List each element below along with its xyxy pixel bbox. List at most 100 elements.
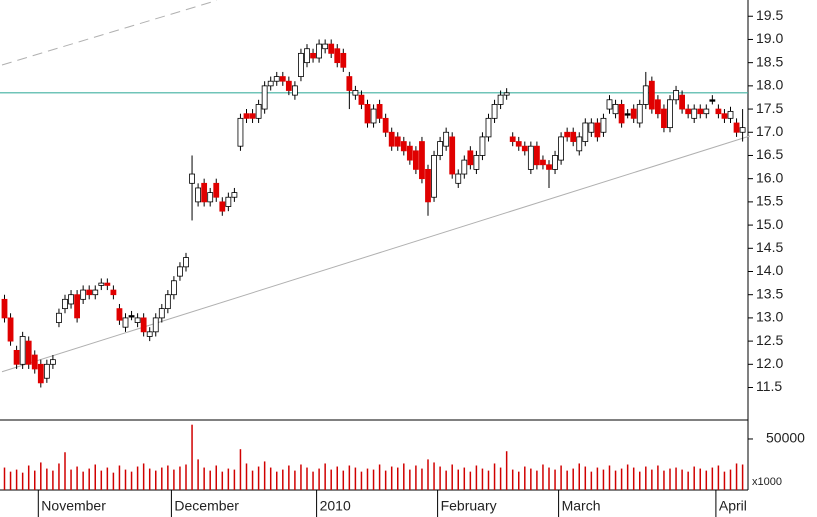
candle-body bbox=[364, 104, 371, 124]
candle-body bbox=[431, 155, 437, 198]
y-tick-label: 16.0 bbox=[756, 169, 783, 185]
candle-body bbox=[582, 122, 589, 142]
candle-body bbox=[134, 317, 141, 323]
y-tick-label: 11.5 bbox=[756, 378, 782, 394]
candle-body bbox=[400, 141, 407, 152]
candle-body bbox=[406, 145, 413, 161]
candle-body bbox=[733, 122, 740, 133]
candle-body bbox=[624, 113, 631, 116]
candle-body bbox=[340, 52, 347, 68]
candle-body bbox=[521, 145, 528, 152]
candle-body bbox=[558, 136, 564, 161]
candle-body bbox=[322, 43, 329, 50]
candle-body bbox=[419, 141, 425, 180]
candle-body bbox=[443, 131, 450, 147]
candle-body bbox=[346, 76, 353, 91]
candle-body bbox=[291, 85, 298, 96]
candle-body bbox=[636, 104, 643, 124]
candle-body bbox=[437, 141, 444, 156]
candle-body bbox=[310, 52, 316, 59]
candle-body bbox=[630, 108, 637, 119]
candle-body bbox=[267, 80, 274, 87]
candle-body bbox=[86, 289, 93, 296]
candle-body bbox=[140, 317, 147, 333]
candle-body bbox=[98, 282, 105, 286]
candle-body bbox=[612, 104, 619, 115]
candle-body bbox=[273, 76, 280, 82]
candle-body bbox=[43, 363, 50, 379]
candle-body bbox=[146, 331, 153, 337]
volume-unit: x1000 bbox=[752, 476, 782, 488]
y-tick-label: 12.0 bbox=[756, 355, 783, 371]
candle-body bbox=[655, 99, 661, 115]
candle-body bbox=[388, 131, 395, 147]
candle-body bbox=[685, 108, 692, 115]
volume-tick-label: 50000 bbox=[766, 430, 805, 446]
candle-body bbox=[37, 363, 44, 384]
candle-body bbox=[509, 136, 516, 142]
candle-body bbox=[691, 108, 698, 119]
x-tick-label: April bbox=[719, 498, 747, 514]
candle-body bbox=[642, 85, 649, 105]
candle-body bbox=[606, 99, 613, 110]
candle-body bbox=[195, 187, 202, 203]
candle-body bbox=[534, 145, 540, 166]
x-tick-label: November bbox=[41, 498, 106, 514]
candle-body bbox=[56, 312, 62, 323]
candle-body bbox=[600, 117, 607, 133]
candle-body bbox=[201, 182, 208, 203]
candle-body bbox=[219, 201, 226, 212]
candle-body bbox=[594, 122, 601, 138]
candle-body bbox=[328, 43, 335, 54]
candle-body bbox=[552, 155, 558, 170]
candle-body bbox=[376, 104, 383, 119]
x-tick-label: 2010 bbox=[320, 498, 351, 514]
x-tick-label: February bbox=[441, 498, 497, 514]
y-tick-label: 14.5 bbox=[756, 239, 783, 255]
candle-body bbox=[249, 113, 256, 119]
trend-line bbox=[1, 0, 217, 66]
candle-body bbox=[25, 340, 32, 365]
candle-body bbox=[285, 80, 292, 91]
x-tick-label: December bbox=[174, 498, 239, 514]
candle-body bbox=[104, 282, 111, 286]
candle-body bbox=[225, 196, 232, 207]
candle-body bbox=[449, 136, 456, 175]
y-tick-label: 13.0 bbox=[756, 309, 783, 325]
candle-body bbox=[177, 266, 183, 277]
y-tick-label: 15.5 bbox=[756, 193, 783, 209]
candle-body bbox=[13, 349, 20, 365]
candle-body bbox=[213, 182, 220, 198]
candle-body bbox=[515, 141, 522, 147]
candle-body bbox=[158, 308, 165, 319]
candle-body bbox=[110, 289, 117, 296]
candle-body bbox=[721, 113, 728, 119]
candle-body bbox=[358, 94, 365, 105]
y-tick-label: 17.0 bbox=[756, 123, 783, 139]
candle-body bbox=[279, 76, 286, 82]
candle-body bbox=[497, 94, 504, 105]
candle-body bbox=[461, 159, 468, 175]
y-tick-label: 18.5 bbox=[756, 53, 783, 69]
candle-body bbox=[667, 99, 673, 129]
candle-body bbox=[467, 150, 474, 166]
candle-body bbox=[316, 43, 323, 59]
candle-body bbox=[255, 104, 262, 119]
candle-body bbox=[570, 131, 577, 142]
candle-body bbox=[485, 117, 492, 138]
candle-body bbox=[122, 317, 129, 328]
candle-body bbox=[7, 317, 14, 342]
candle-body bbox=[425, 168, 431, 203]
candle-body bbox=[715, 108, 722, 115]
candle-body bbox=[588, 122, 595, 133]
candle-body bbox=[673, 90, 679, 101]
candle-body bbox=[128, 315, 135, 318]
candle-body bbox=[164, 294, 171, 310]
candle-body bbox=[62, 298, 68, 310]
candle-body bbox=[382, 117, 389, 133]
y-tick-label: 19.5 bbox=[756, 7, 783, 23]
candle-body bbox=[237, 117, 244, 147]
candle-body bbox=[231, 192, 238, 198]
candle-body bbox=[709, 99, 716, 102]
candle-body bbox=[697, 108, 704, 115]
